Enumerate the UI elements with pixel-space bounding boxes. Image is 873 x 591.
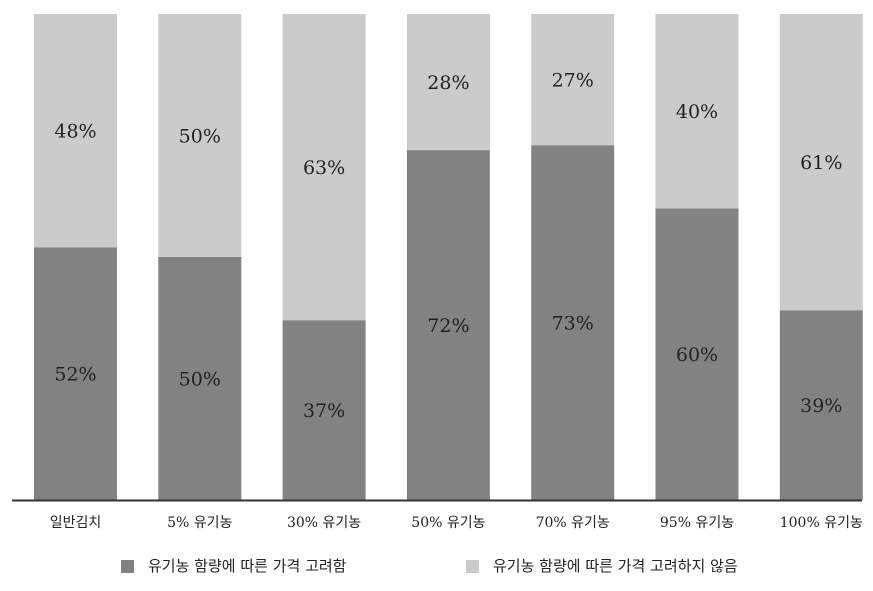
data-label: 63% <box>303 157 345 179</box>
data-label: 50% <box>179 369 221 391</box>
data-label: 72% <box>427 315 469 337</box>
category-label: 95% 유기농 <box>660 515 734 531</box>
data-label: 60% <box>676 344 718 366</box>
data-label: 27% <box>552 70 594 92</box>
bar-segment <box>34 247 117 500</box>
bar-segment <box>158 257 242 500</box>
legend-swatch <box>466 560 479 573</box>
category-label: 100% 유기농 <box>780 515 863 531</box>
legend-label: 유기농 함량에 따른 가격 고려함 <box>148 557 347 575</box>
category-label: 일반김치 <box>50 515 102 531</box>
data-label: 61% <box>800 152 842 174</box>
data-label: 48% <box>54 121 96 143</box>
bar-segment <box>779 310 863 500</box>
bar-segment <box>779 14 863 311</box>
data-label: 39% <box>800 395 842 417</box>
category-label: 50% 유기농 <box>411 515 485 531</box>
bar-segment <box>655 208 739 500</box>
bar-segment <box>406 14 490 151</box>
category-label: 70% 유기농 <box>536 515 610 531</box>
bar-segment <box>531 14 615 146</box>
category-label: 5% 유기농 <box>167 515 232 531</box>
legend-swatch <box>121 560 134 573</box>
bar-segment <box>531 145 615 500</box>
category-label: 30% 유기농 <box>287 515 361 531</box>
data-label: 52% <box>54 364 96 386</box>
bar-segment <box>406 150 490 500</box>
bar-segment <box>282 14 366 321</box>
legend-label: 유기농 함량에 따른 가격 고려하지 않음 <box>493 557 738 575</box>
bar-segment <box>158 14 242 257</box>
data-label: 28% <box>427 72 469 94</box>
data-label: 40% <box>676 101 718 123</box>
data-label: 37% <box>303 400 345 422</box>
bar-segment <box>34 14 117 248</box>
bar-segment <box>282 320 366 500</box>
bar-segment <box>655 14 739 209</box>
data-label: 50% <box>179 126 221 148</box>
data-label: 73% <box>552 313 594 335</box>
